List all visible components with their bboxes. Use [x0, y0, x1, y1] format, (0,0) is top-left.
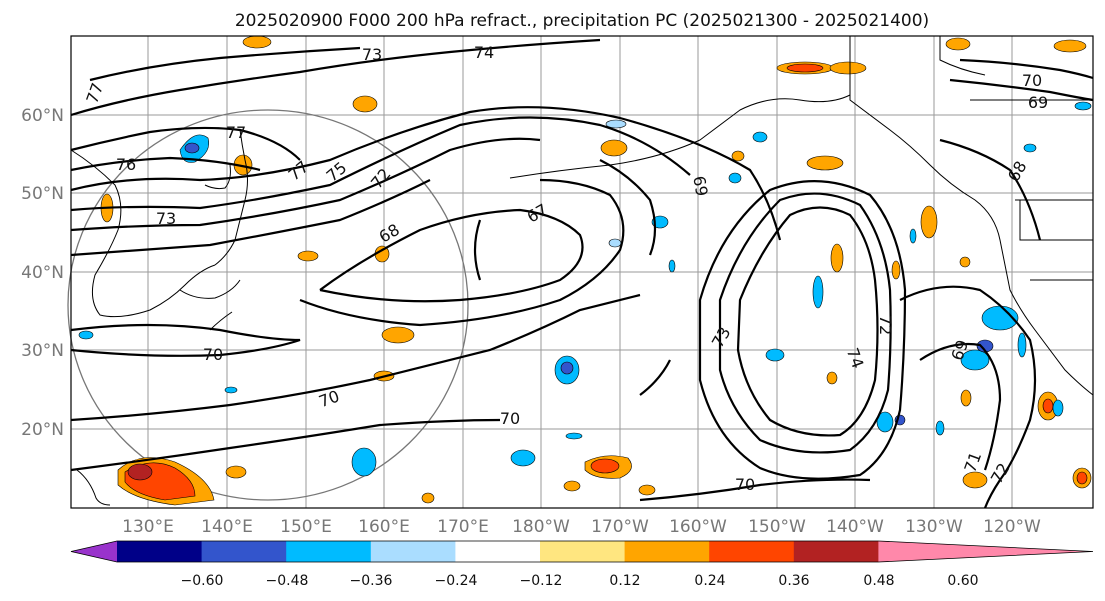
colorbar-segment [286, 541, 372, 562]
lon-label: 160°W [669, 517, 727, 537]
colorbar-outline [70, 540, 1094, 563]
contour-label: 76 [116, 155, 136, 174]
colorbar-segment [370, 541, 456, 562]
contour-label: 73 [362, 45, 382, 64]
lat-label: 50°N [21, 184, 64, 204]
refractivity-contours [70, 38, 1094, 509]
contour-label: 70 [500, 409, 520, 428]
colorbar-tick-label: −0.12 [520, 573, 563, 589]
precip-shading [78, 35, 1092, 506]
contour-label: 77 [226, 123, 246, 142]
lat-label: 20°N [21, 420, 64, 440]
range-circle [67, 109, 469, 501]
contour-label: 69 [689, 174, 711, 197]
colorbar [70, 540, 1094, 563]
colorbar-segment [201, 541, 287, 562]
colorbar-segment [624, 541, 710, 562]
colorbar-tick-label: −0.36 [350, 573, 393, 589]
contour-label: 72 [876, 315, 895, 335]
colorbar-segment [455, 541, 541, 562]
lon-label: 130°E [122, 517, 174, 537]
graticule [71, 36, 1093, 508]
colorbar-segment [540, 541, 626, 562]
colorbar-extend-high [878, 541, 1093, 562]
contour-label: 74 [474, 43, 494, 62]
map-border [70, 35, 1094, 509]
lon-label: 150°E [280, 517, 332, 537]
colorbar-segment [793, 541, 879, 562]
contour-label: 70 [735, 475, 755, 494]
colorbar-tick-label: −0.48 [266, 573, 309, 589]
lat-label: 40°N [21, 263, 64, 283]
colorbar-tick-labels: −0.60 −0.48 −0.36 −0.24 −0.12 0.12 0.24 … [181, 573, 979, 589]
lat-label: 60°N [21, 106, 64, 126]
contour-label: 69 [1028, 93, 1048, 112]
contour-label: 73 [156, 209, 176, 228]
colorbar-tick-label: 0.60 [947, 573, 978, 589]
contour-label: 70 [1022, 71, 1042, 90]
map-panel: 73 74 77 77 76 77 75 72 73 68 67 69 70 6… [67, 35, 1094, 509]
colorbar-tick-label: 0.48 [863, 573, 894, 589]
colorbar-tick-label: −0.24 [435, 573, 478, 589]
contour-label: 70 [203, 345, 223, 364]
lon-label: 150°W [748, 517, 806, 537]
colorbar-extend-low [71, 541, 117, 562]
lon-label: 170°E [437, 517, 489, 537]
colorbar-tick-label: 0.36 [778, 573, 809, 589]
lat-label: 30°N [21, 341, 64, 361]
colorbar-tick-label: 0.12 [609, 573, 640, 589]
lon-label: 130°W [905, 517, 963, 537]
colorbar-tick-label: −0.60 [181, 573, 224, 589]
lon-label: 140°E [201, 517, 253, 537]
longitude-labels: 130°E 140°E 150°E 160°E 170°E 180°W 170°… [122, 517, 1041, 537]
colorbar-segment [709, 541, 795, 562]
colorbar-segment [117, 541, 203, 562]
lon-label: 180°W [512, 517, 570, 537]
lon-label: 120°W [983, 517, 1041, 537]
lon-label: 160°E [358, 517, 410, 537]
latitude-labels: 60°N 50°N 40°N 30°N 20°N [21, 106, 64, 440]
lon-label: 140°W [826, 517, 884, 537]
lon-label: 170°W [591, 517, 649, 537]
colorbar-tick-label: 0.24 [694, 573, 725, 589]
chart-title: 2025020900 F000 200 hPa refract., precip… [235, 11, 929, 31]
